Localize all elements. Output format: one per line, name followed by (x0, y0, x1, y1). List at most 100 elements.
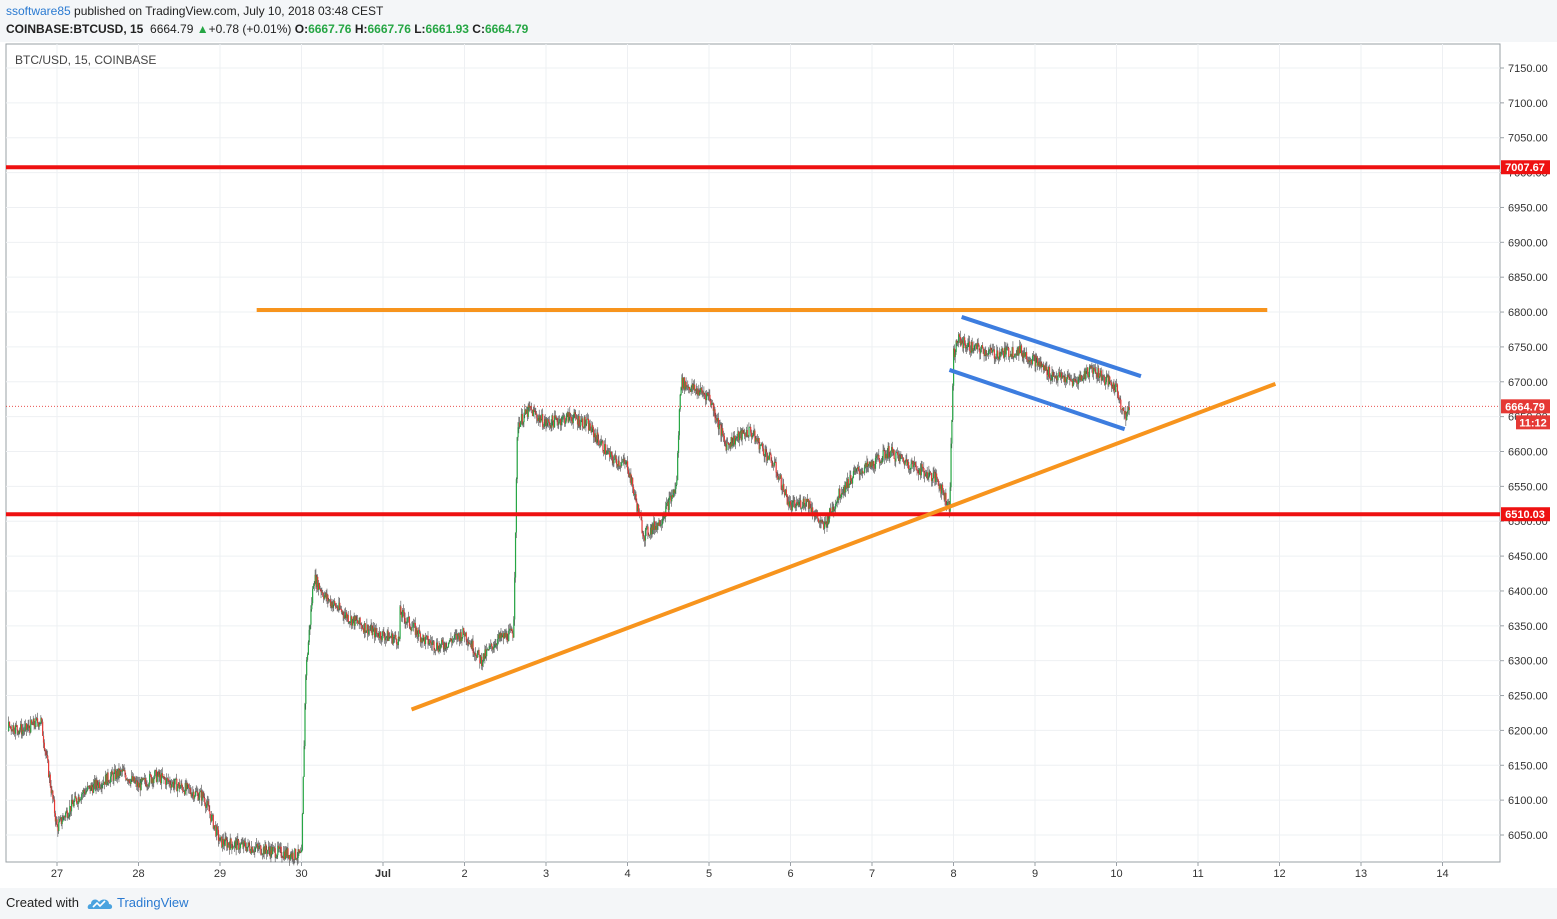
candle-body (553, 415, 556, 428)
candle-body (804, 504, 806, 507)
candle-body (459, 632, 461, 642)
candle-body (886, 453, 888, 459)
candle-body (852, 471, 855, 478)
candle-body (688, 386, 690, 389)
candle-body (306, 654, 309, 660)
rising-support-line[interactable] (410, 381, 1277, 712)
candle-body (602, 441, 604, 452)
candle-body (987, 351, 990, 355)
author-link[interactable]: ssoftware85 (6, 4, 71, 18)
candle-body (445, 643, 447, 649)
candle-body (912, 460, 914, 468)
candle-body (966, 346, 968, 348)
symbol-label: COINBASE:BTCUSD, 15 (6, 22, 144, 36)
candle-body (477, 649, 479, 654)
candle-body (601, 441, 603, 442)
candle-body (471, 640, 473, 649)
candle-body (790, 501, 792, 505)
candle-body (178, 782, 180, 789)
candle-body (468, 642, 470, 645)
candle-body (335, 606, 338, 608)
candle-body (402, 609, 405, 612)
candle-body (885, 454, 887, 459)
candle-body (525, 409, 528, 414)
candle-body (718, 424, 720, 430)
candle-body (644, 530, 647, 541)
candle-body (648, 535, 650, 536)
candle-body (620, 465, 622, 467)
candle-body (1017, 348, 1019, 356)
candle-body (430, 642, 433, 645)
candle-body (1099, 370, 1102, 377)
candle-body (1000, 352, 1002, 356)
candle-body (732, 442, 734, 446)
price-chart[interactable]: 27 28 29 30 Jul 2 3 4 5 6 7 8 9 10 11 12 13 14 6050.00 610… (0, 42, 1557, 888)
candle-body (35, 717, 37, 728)
candle-body (932, 473, 934, 479)
candle-body (1014, 353, 1016, 358)
candle-body (238, 840, 240, 850)
candle-body (186, 783, 188, 790)
candle-body (59, 819, 61, 822)
candle-body (840, 493, 843, 498)
candle-body (34, 725, 36, 728)
candle-body (370, 625, 372, 631)
candle-body (487, 649, 489, 650)
candle-body (625, 461, 627, 465)
candle-body (1029, 360, 1031, 362)
candle-body (135, 780, 137, 782)
candle-body (242, 842, 244, 848)
candle-body (317, 583, 320, 590)
candle-body (729, 444, 731, 448)
candle-body (149, 774, 152, 776)
candle-body (850, 475, 852, 481)
candle-body (1098, 368, 1100, 379)
candle-body (514, 532, 517, 578)
candle-body (1035, 356, 1037, 367)
channel-upper-line[interactable] (961, 315, 1142, 379)
candle-body (104, 774, 107, 785)
candle-body (910, 463, 912, 470)
candle-body (604, 444, 607, 455)
candle-body (289, 855, 291, 860)
x-tick-label: 14 (1436, 868, 1448, 880)
candle-body (1014, 353, 1017, 355)
candle-body (123, 770, 125, 772)
candle-body (587, 418, 590, 431)
candle-body (9, 726, 12, 728)
candle-body (316, 576, 318, 587)
candle-body (562, 416, 564, 418)
tradingview-link[interactable]: TradingView (117, 895, 189, 910)
candle-body (952, 385, 954, 420)
candle-body (1056, 378, 1058, 381)
candle-body (1107, 375, 1109, 386)
candle-body (302, 776, 304, 814)
candle-body (473, 652, 475, 655)
candle-body (425, 635, 427, 637)
candle-body (362, 628, 365, 633)
candle-body (25, 723, 27, 727)
candle-body (608, 451, 610, 452)
candle-body (191, 793, 193, 797)
candle-body (656, 522, 658, 530)
candle-body (334, 601, 336, 604)
candle-body (314, 574, 316, 584)
candle-body (706, 393, 709, 394)
candle-body (50, 785, 52, 793)
candle-body (64, 812, 67, 818)
candle-body (450, 638, 452, 641)
candle-body (290, 853, 293, 858)
time-axis[interactable]: 27 28 29 30 Jul 2 3 4 5 6 7 8 9 10 11 12 13 14 (51, 862, 1449, 880)
candle-body (506, 632, 508, 641)
channel-lower-line[interactable] (948, 368, 1126, 432)
candle-body (805, 498, 807, 507)
candle-body (276, 855, 278, 858)
price-axis[interactable]: 6050.00 6100.00 6150.00 6200.00 6250.00 6300.… (1500, 63, 1550, 842)
candle-body (898, 455, 900, 462)
candle-body (942, 490, 945, 493)
y-tick-label: 6350.00 (1508, 621, 1548, 633)
candle-body (621, 462, 623, 466)
level-price-badge (1501, 507, 1550, 522)
candle-body (202, 791, 204, 797)
candle-body (323, 595, 326, 599)
